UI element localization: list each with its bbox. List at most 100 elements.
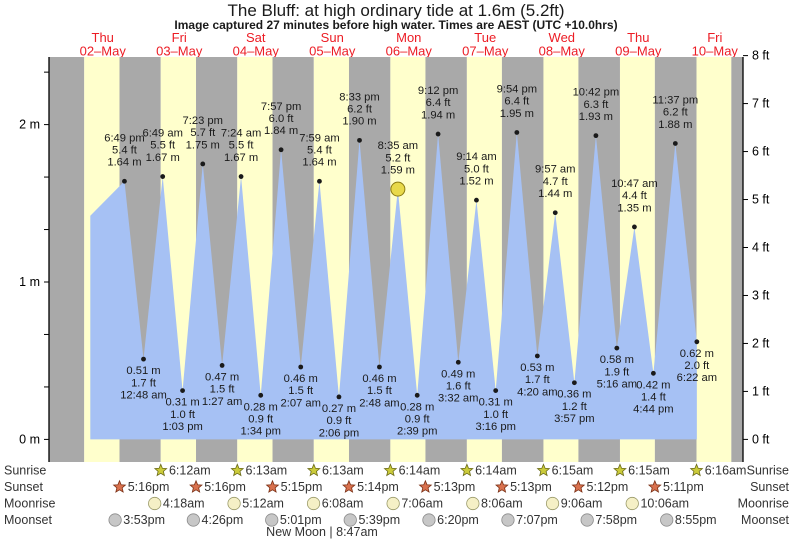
svg-text:1.95 m: 1.95 m bbox=[500, 108, 534, 120]
svg-text:1.5 ft: 1.5 ft bbox=[210, 384, 236, 396]
svg-text:6:13am: 6:13am bbox=[322, 464, 364, 478]
svg-text:7:24 am: 7:24 am bbox=[221, 128, 261, 140]
svg-text:9:12 pm: 9:12 pm bbox=[418, 85, 458, 97]
svg-text:1.7 ft: 1.7 ft bbox=[131, 377, 157, 389]
svg-text:Sunrise: Sunrise bbox=[4, 464, 46, 478]
svg-text:6:15am: 6:15am bbox=[628, 464, 670, 478]
svg-text:0.49 m: 0.49 m bbox=[441, 368, 475, 380]
svg-text:1.64 m: 1.64 m bbox=[302, 157, 336, 169]
svg-text:0.9 ft: 0.9 ft bbox=[405, 414, 431, 426]
svg-text:0.31 m: 0.31 m bbox=[479, 397, 513, 409]
svg-text:Moonset: Moonset bbox=[4, 513, 52, 527]
svg-text:0.31 m: 0.31 m bbox=[165, 397, 199, 409]
svg-text:6:12am: 6:12am bbox=[169, 464, 211, 478]
svg-text:7:07pm: 7:07pm bbox=[516, 513, 558, 527]
svg-text:0.27 m: 0.27 m bbox=[322, 403, 356, 415]
svg-text:1.67 m: 1.67 m bbox=[146, 152, 180, 164]
svg-text:1.84 m: 1.84 m bbox=[264, 125, 298, 137]
svg-text:04–May: 04–May bbox=[233, 44, 280, 59]
svg-text:1.2 ft: 1.2 ft bbox=[562, 401, 588, 413]
svg-text:5 ft: 5 ft bbox=[752, 193, 770, 207]
svg-text:6:22 am: 6:22 am bbox=[677, 372, 717, 384]
svg-text:7:23 pm: 7:23 pm bbox=[183, 115, 223, 127]
svg-text:11:37 pm: 11:37 pm bbox=[652, 94, 698, 106]
svg-text:5:12am: 5:12am bbox=[242, 497, 284, 511]
svg-text:1 m: 1 m bbox=[19, 275, 40, 289]
svg-text:0.46 m: 0.46 m bbox=[362, 373, 396, 385]
svg-text:5:13pm: 5:13pm bbox=[510, 480, 552, 494]
svg-text:9:57 am: 9:57 am bbox=[535, 164, 575, 176]
svg-text:8:35 am: 8:35 am bbox=[378, 140, 418, 152]
svg-text:4:18am: 4:18am bbox=[163, 497, 205, 511]
svg-text:6.0 ft: 6.0 ft bbox=[269, 113, 295, 125]
svg-text:6:14am: 6:14am bbox=[475, 464, 517, 478]
svg-text:2.0 ft: 2.0 ft bbox=[684, 360, 710, 372]
svg-text:08–May: 08–May bbox=[539, 44, 586, 59]
svg-text:4.4 ft: 4.4 ft bbox=[622, 190, 648, 202]
svg-text:9:54 pm: 9:54 pm bbox=[497, 83, 537, 95]
svg-text:1.90 m: 1.90 m bbox=[342, 116, 376, 128]
svg-text:6.4 ft: 6.4 ft bbox=[426, 97, 452, 109]
svg-text:2:48 am: 2:48 am bbox=[359, 397, 399, 409]
svg-text:6.3 ft: 6.3 ft bbox=[583, 99, 609, 111]
svg-text:2:06 pm: 2:06 pm bbox=[319, 427, 359, 439]
svg-text:1.67 m: 1.67 m bbox=[224, 152, 258, 164]
svg-text:7 ft: 7 ft bbox=[752, 97, 770, 111]
svg-text:6:49 am: 6:49 am bbox=[142, 128, 182, 140]
svg-text:0.58 m: 0.58 m bbox=[600, 354, 634, 366]
svg-text:8 ft: 8 ft bbox=[752, 49, 770, 63]
svg-text:8:55pm: 8:55pm bbox=[675, 513, 717, 527]
svg-text:5:14pm: 5:14pm bbox=[357, 480, 399, 494]
svg-text:7:59 am: 7:59 am bbox=[299, 132, 339, 144]
svg-text:8:06am: 8:06am bbox=[481, 497, 523, 511]
svg-text:0.62 m: 0.62 m bbox=[680, 348, 714, 360]
svg-text:6:20pm: 6:20pm bbox=[437, 513, 479, 527]
svg-text:12:48 am: 12:48 am bbox=[120, 390, 167, 402]
svg-text:5.4 ft: 5.4 ft bbox=[112, 144, 138, 156]
svg-text:5:12pm: 5:12pm bbox=[587, 480, 629, 494]
svg-text:0.47 m: 0.47 m bbox=[205, 371, 239, 383]
svg-text:1.0 ft: 1.0 ft bbox=[170, 409, 196, 421]
svg-text:8:33 pm: 8:33 pm bbox=[339, 91, 379, 103]
svg-text:4.7 ft: 4.7 ft bbox=[543, 176, 569, 188]
svg-text:3:53pm: 3:53pm bbox=[123, 513, 165, 527]
svg-text:1.88 m: 1.88 m bbox=[658, 119, 692, 131]
svg-text:5.0 ft: 5.0 ft bbox=[464, 163, 490, 175]
svg-text:6 ft: 6 ft bbox=[752, 145, 770, 159]
svg-text:Moonset: Moonset bbox=[741, 513, 789, 527]
svg-text:2:07 am: 2:07 am bbox=[281, 397, 321, 409]
svg-text:0 ft: 0 ft bbox=[752, 432, 770, 446]
svg-text:5:13pm: 5:13pm bbox=[434, 480, 476, 494]
svg-text:Moonrise: Moonrise bbox=[738, 497, 789, 511]
svg-text:3:16 pm: 3:16 pm bbox=[475, 421, 515, 433]
svg-text:0 m: 0 m bbox=[19, 432, 40, 446]
svg-text:1.52 m: 1.52 m bbox=[459, 176, 493, 188]
svg-text:07–May: 07–May bbox=[462, 44, 509, 59]
svg-text:0.36 m: 0.36 m bbox=[557, 389, 591, 401]
svg-text:1.0 ft: 1.0 ft bbox=[483, 409, 509, 421]
svg-text:5:16pm: 5:16pm bbox=[204, 480, 246, 494]
svg-text:1.93 m: 1.93 m bbox=[579, 111, 613, 123]
svg-text:6:14am: 6:14am bbox=[399, 464, 441, 478]
svg-text:2:39 pm: 2:39 pm bbox=[397, 426, 437, 438]
svg-text:1.4 ft: 1.4 ft bbox=[641, 391, 667, 403]
svg-text:Sunset: Sunset bbox=[4, 480, 43, 494]
svg-text:1.5 ft: 1.5 ft bbox=[288, 385, 314, 397]
svg-text:5:11pm: 5:11pm bbox=[663, 480, 704, 494]
svg-text:6.2 ft: 6.2 ft bbox=[663, 107, 689, 119]
svg-text:7:58pm: 7:58pm bbox=[595, 513, 637, 527]
svg-text:0.46 m: 0.46 m bbox=[284, 373, 318, 385]
svg-text:1:03 pm: 1:03 pm bbox=[162, 421, 202, 433]
svg-text:5.2 ft: 5.2 ft bbox=[385, 152, 411, 164]
svg-text:0.53 m: 0.53 m bbox=[520, 362, 554, 374]
svg-text:1:34 pm: 1:34 pm bbox=[241, 426, 281, 438]
svg-text:5:16pm: 5:16pm bbox=[128, 480, 170, 494]
svg-text:1.44 m: 1.44 m bbox=[538, 188, 572, 200]
svg-text:5.5 ft: 5.5 ft bbox=[150, 140, 176, 152]
svg-text:1.9 ft: 1.9 ft bbox=[604, 366, 630, 378]
svg-text:5:15pm: 5:15pm bbox=[281, 480, 323, 494]
svg-text:0.28 m: 0.28 m bbox=[244, 401, 278, 413]
svg-text:5.4 ft: 5.4 ft bbox=[307, 144, 333, 156]
svg-text:1.94 m: 1.94 m bbox=[421, 109, 455, 121]
svg-text:1.75 m: 1.75 m bbox=[186, 139, 220, 151]
